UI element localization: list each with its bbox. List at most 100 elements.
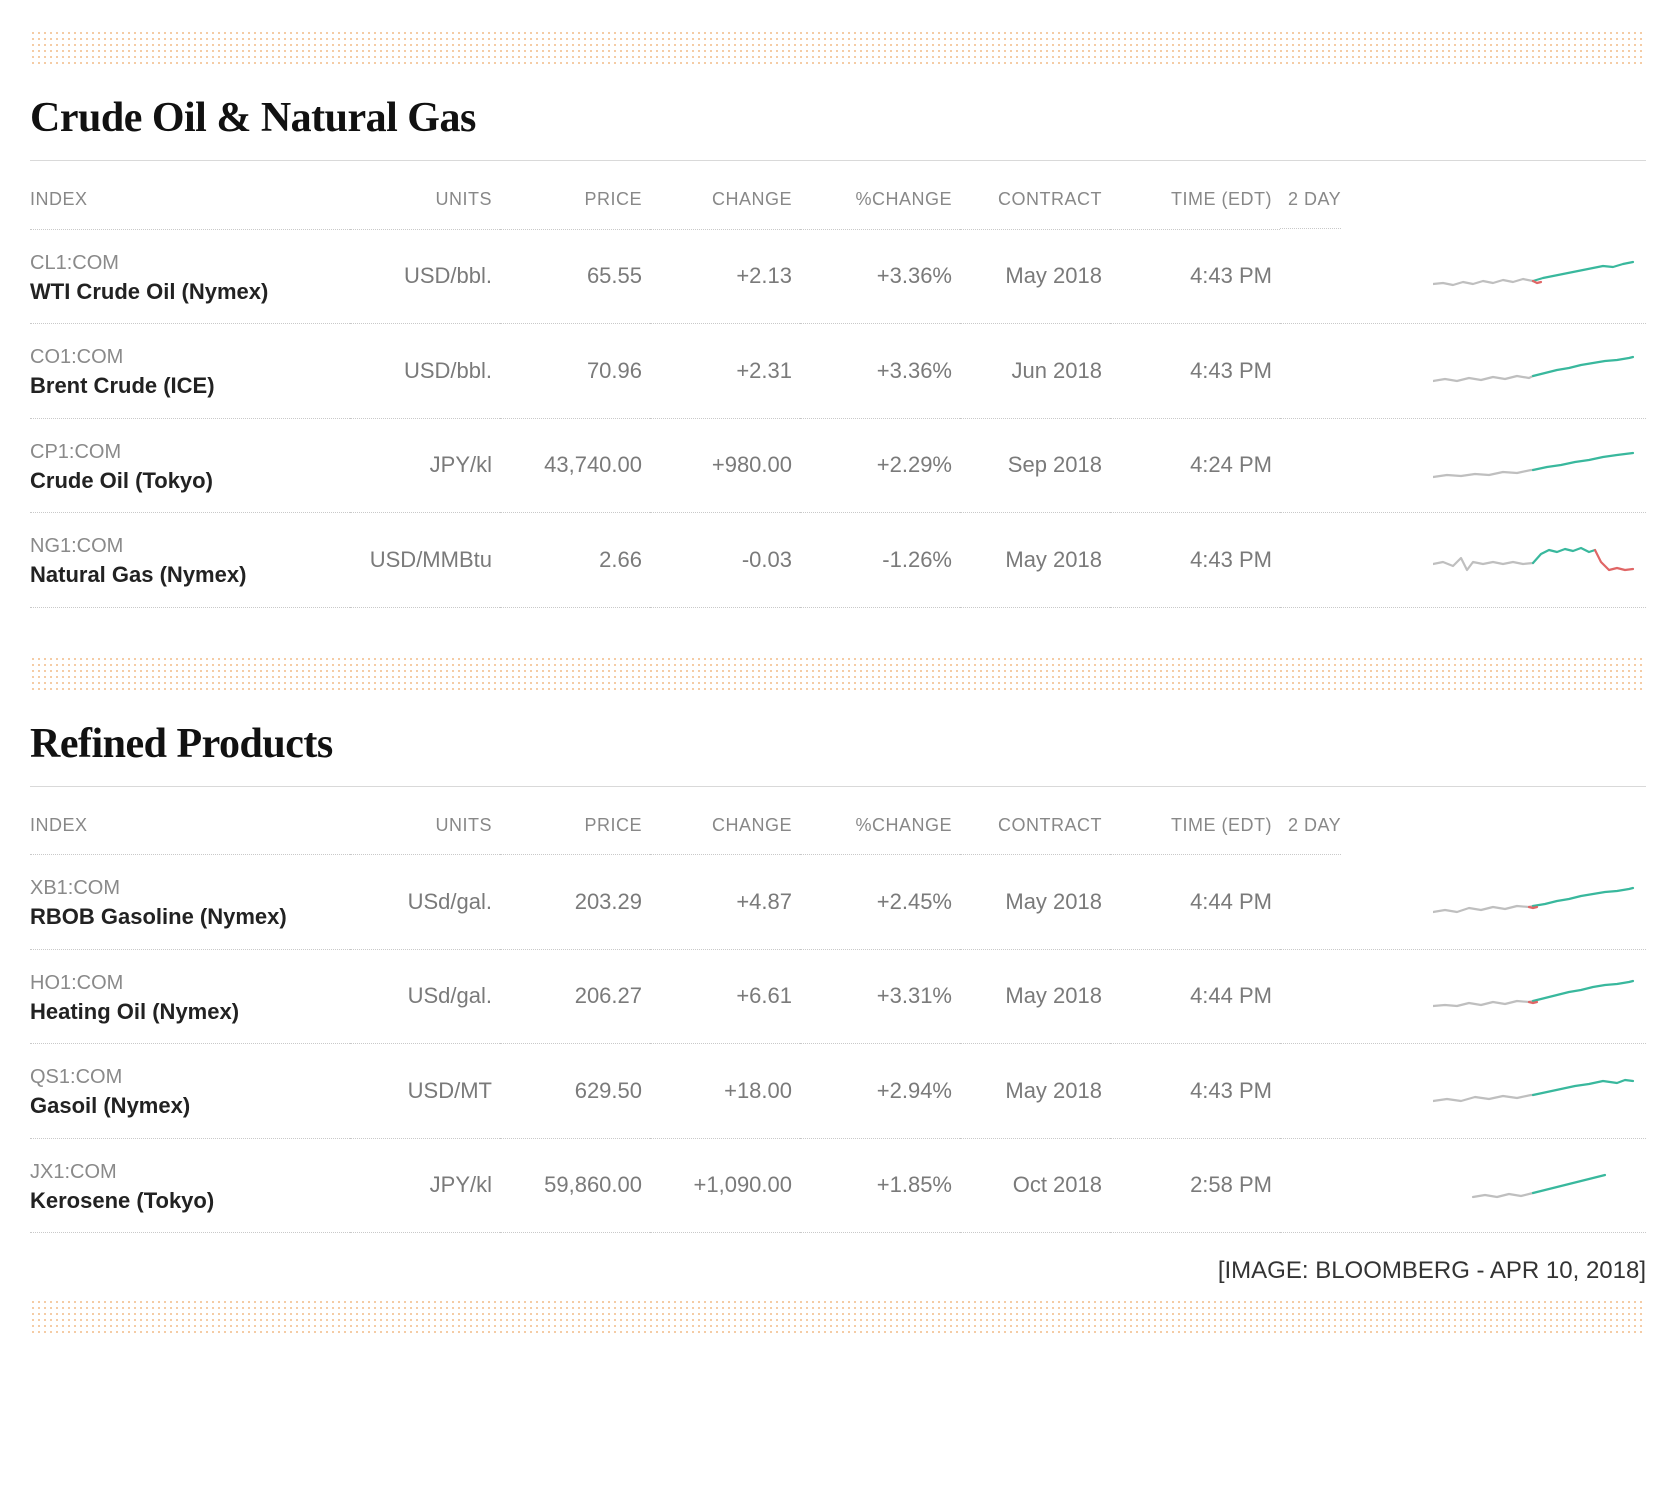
- units: USD/MMBtu: [350, 513, 500, 608]
- pct-change: +1.85%: [800, 1138, 960, 1233]
- ticker: XB1:COM: [30, 877, 120, 899]
- col-price: PRICE: [500, 787, 650, 855]
- change: +980.00: [650, 418, 800, 513]
- sparkline-chart: [1433, 351, 1638, 391]
- sparkline-cell: [1280, 855, 1646, 950]
- col-pchange: %CHANGE: [800, 161, 960, 229]
- ticker: NG1:COM: [30, 535, 123, 557]
- time: 4:43 PM: [1110, 1044, 1280, 1139]
- contract: Oct 2018: [960, 1138, 1110, 1233]
- time: 4:44 PM: [1110, 949, 1280, 1044]
- col-units: UNITS: [350, 161, 500, 229]
- col-index: INDEX: [30, 787, 350, 855]
- change: +1,090.00: [650, 1138, 800, 1233]
- sparkline-chart: [1433, 882, 1638, 922]
- price: 206.27: [500, 949, 650, 1044]
- sparkline-chart: [1433, 256, 1638, 296]
- units: USd/gal.: [350, 855, 500, 950]
- sparkline-cell: [1280, 1044, 1646, 1139]
- col-index: INDEX: [30, 161, 350, 229]
- units: USD/bbl.: [350, 229, 500, 324]
- instrument-name: Natural Gas (Nymex): [30, 561, 342, 589]
- pct-change: +2.29%: [800, 418, 960, 513]
- price: 629.50: [500, 1044, 650, 1139]
- time: 4:44 PM: [1110, 855, 1280, 950]
- table-row[interactable]: CO1:COMBrent Crude (ICE)USD/bbl.70.96+2.…: [30, 324, 1646, 419]
- pct-change: +3.31%: [800, 949, 960, 1044]
- contract: Jun 2018: [960, 324, 1110, 419]
- commodity-table: INDEXUNITSPRICECHANGE%CHANGECONTRACTTIME…: [30, 161, 1646, 608]
- table-row[interactable]: QS1:COM Gasoil (Nymex) USD/MT629.50+18.00+…: [30, 1044, 1646, 1139]
- col-price: PRICE: [500, 161, 650, 229]
- col-pchange: %CHANGE: [800, 787, 960, 855]
- units: JPY/kl: [350, 418, 500, 513]
- col-time: TIME (EDT): [1110, 161, 1280, 229]
- ticker: HO1:COM: [30, 972, 123, 994]
- price: 2.66: [500, 513, 650, 608]
- instrument-name: Brent Crude (ICE): [30, 372, 342, 400]
- contract: May 2018: [960, 229, 1110, 324]
- col-2day: 2 DAY: [1280, 161, 1341, 229]
- time: 2:58 PM: [1110, 1138, 1280, 1233]
- ticker: CP1:COM: [30, 441, 121, 463]
- image-caption: [IMAGE: BLOOMBERG - APR 10, 2018]: [30, 1257, 1646, 1285]
- pct-change: +3.36%: [800, 229, 960, 324]
- time: 4:24 PM: [1110, 418, 1280, 513]
- price: 70.96: [500, 324, 650, 419]
- table-row[interactable]: CL1:COMWTI Crude Oil (Nymex)USD/bbl.65.5…: [30, 229, 1646, 324]
- table-row[interactable]: HO1:COMHeating Oil (Nymex)USd/gal.206.27…: [30, 949, 1646, 1044]
- section-separator: [30, 30, 1646, 66]
- contract: Sep 2018: [960, 418, 1110, 513]
- contract: May 2018: [960, 513, 1110, 608]
- units: USD/MT: [350, 1044, 500, 1139]
- pct-change: -1.26%: [800, 513, 960, 608]
- col-contract: CONTRACT: [960, 161, 1110, 229]
- instrument-name: RBOB Gasoline (Nymex): [30, 903, 342, 931]
- pct-change: +2.45%: [800, 855, 960, 950]
- instrument-name: Crude Oil (Tokyo): [30, 467, 342, 495]
- ticker: JX1:COM: [30, 1161, 117, 1183]
- sparkline-chart: [1433, 1071, 1638, 1111]
- sparkline-chart: [1433, 540, 1638, 580]
- section-title: Refined Products: [30, 720, 1646, 768]
- col-units: UNITS: [350, 787, 500, 855]
- sparkline-cell: [1280, 229, 1646, 324]
- time: 4:43 PM: [1110, 229, 1280, 324]
- sparkline-cell: [1280, 513, 1646, 608]
- section-title: Crude Oil & Natural Gas: [30, 94, 1646, 142]
- section-separator: [30, 1299, 1646, 1335]
- contract: May 2018: [960, 855, 1110, 950]
- units: JPY/kl: [350, 1138, 500, 1233]
- sparkline-chart: [1433, 976, 1638, 1016]
- table-row[interactable]: CP1:COMCrude Oil (Tokyo)JPY/kl43,740.00+…: [30, 418, 1646, 513]
- time: 4:43 PM: [1110, 324, 1280, 419]
- change: +18.00: [650, 1044, 800, 1139]
- commodity-table: INDEXUNITSPRICECHANGE%CHANGECONTRACTTIME…: [30, 787, 1646, 1234]
- sparkline-chart: [1433, 445, 1638, 485]
- sparkline-cell: [1280, 1138, 1646, 1233]
- pct-change: +3.36%: [800, 324, 960, 419]
- change: -0.03: [650, 513, 800, 608]
- instrument-name: Gasoil (Nymex): [30, 1092, 342, 1120]
- ticker: CO1:COM: [30, 346, 123, 368]
- instrument-name: Kerosene (Tokyo): [30, 1187, 342, 1215]
- col-time: TIME (EDT): [1110, 787, 1280, 855]
- change: +6.61: [650, 949, 800, 1044]
- units: USD/bbl.: [350, 324, 500, 419]
- col-change: CHANGE: [650, 787, 800, 855]
- change: +2.13: [650, 229, 800, 324]
- table-row[interactable]: NG1:COMNatural Gas (Nymex)USD/MMBtu2.66-…: [30, 513, 1646, 608]
- ticker: QS1:COM: [30, 1066, 122, 1088]
- table-row[interactable]: XB1:COMRBOB Gasoline (Nymex)USd/gal.203.…: [30, 855, 1646, 950]
- contract: May 2018: [960, 1044, 1110, 1139]
- pct-change: +2.94%: [800, 1044, 960, 1139]
- ticker: CL1:COM: [30, 252, 119, 274]
- section-separator: [30, 656, 1646, 692]
- table-row[interactable]: JX1:COMKerosene (Tokyo)JPY/kl59,860.00+1…: [30, 1138, 1646, 1233]
- col-contract: CONTRACT: [960, 787, 1110, 855]
- contract: May 2018: [960, 949, 1110, 1044]
- change: +4.87: [650, 855, 800, 950]
- price: 59,860.00: [500, 1138, 650, 1233]
- col-2day: 2 DAY: [1280, 787, 1341, 855]
- units: USd/gal.: [350, 949, 500, 1044]
